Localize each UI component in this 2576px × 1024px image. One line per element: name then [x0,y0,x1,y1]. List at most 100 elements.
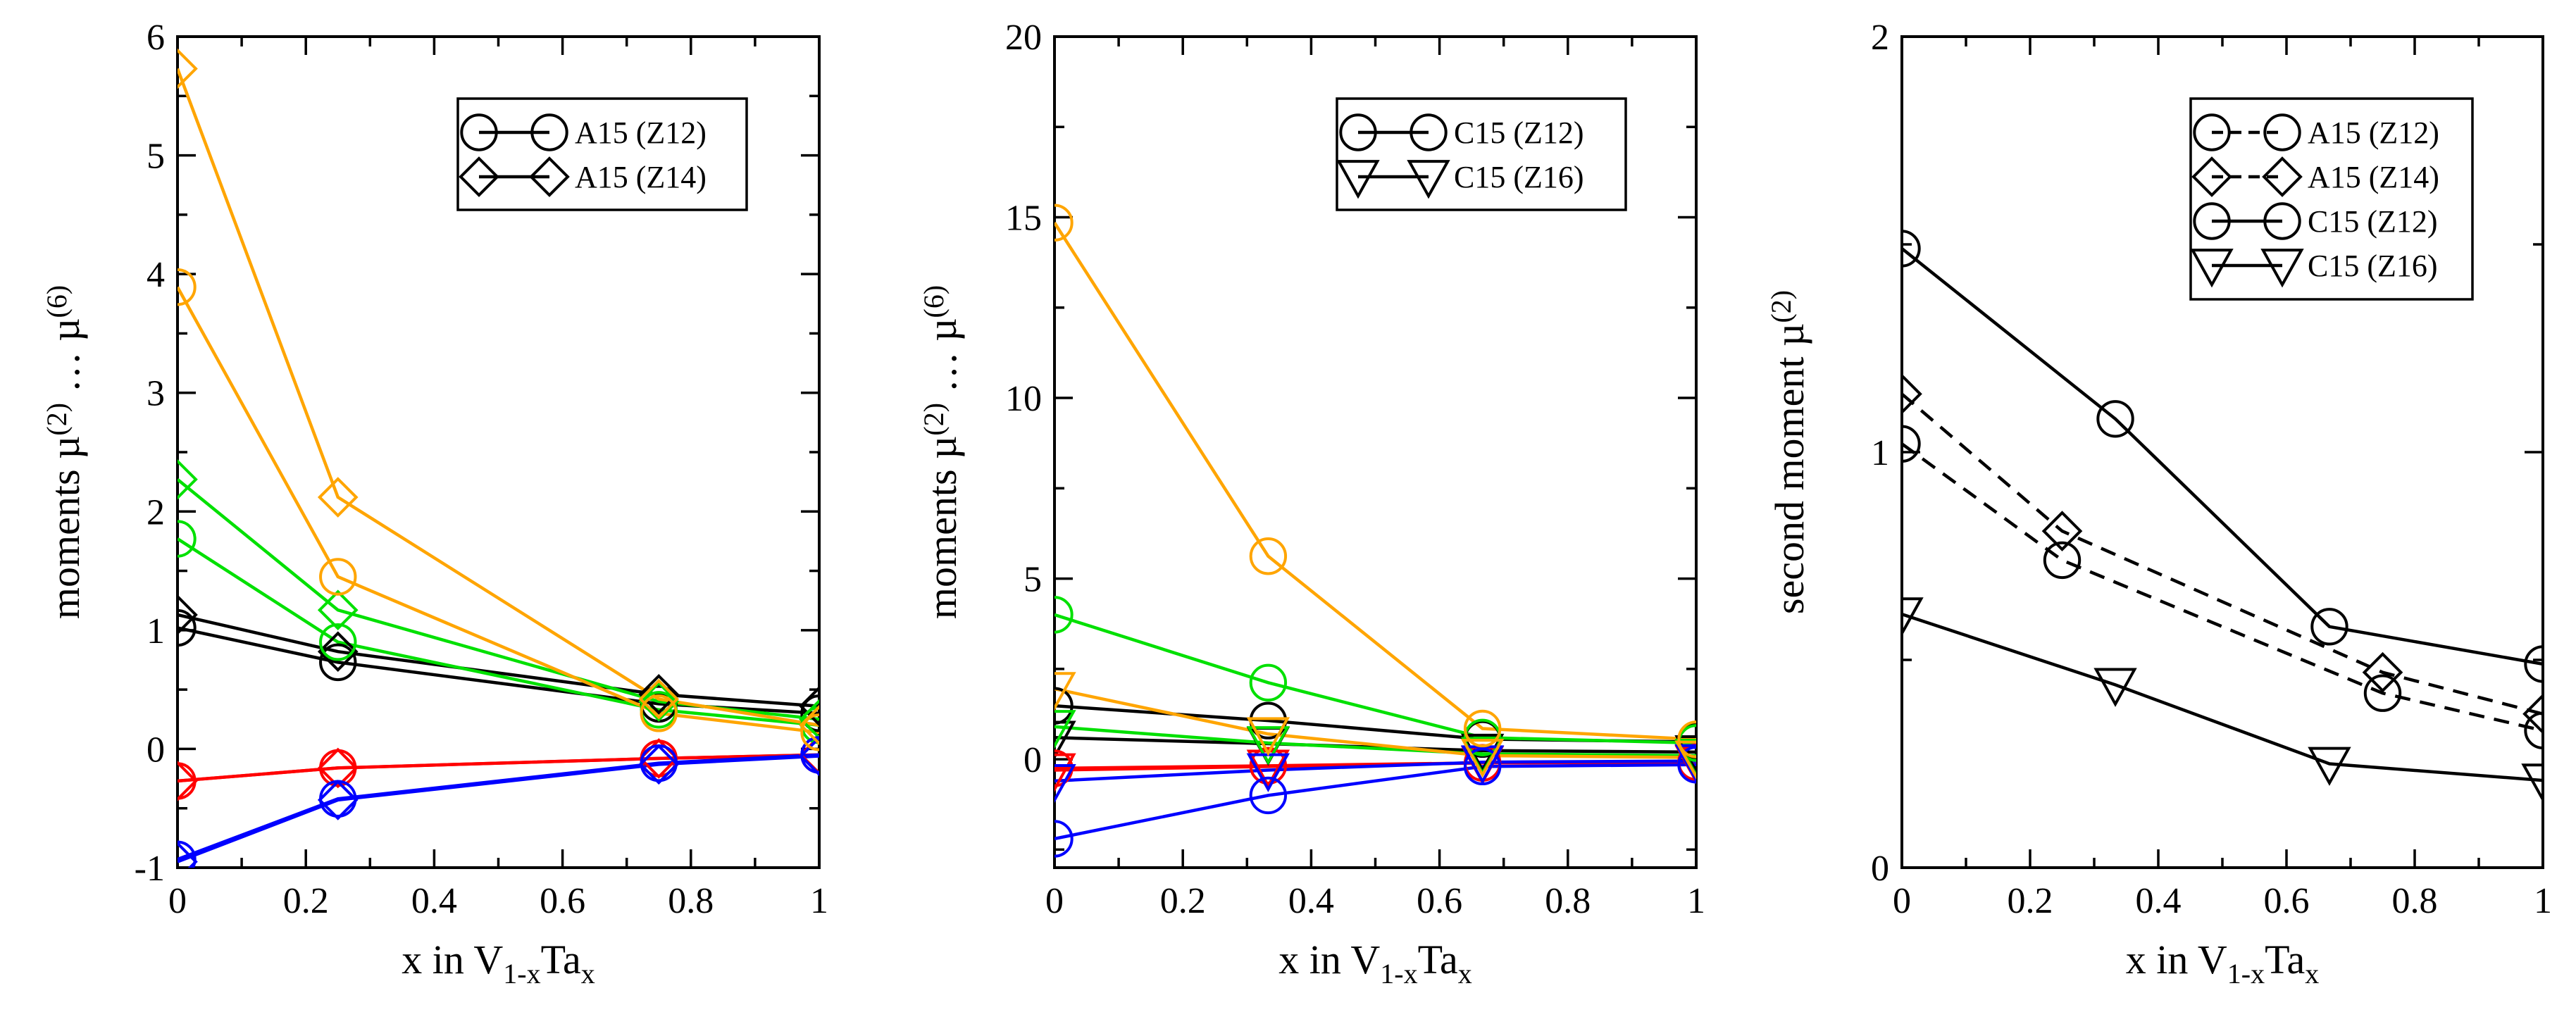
data-point [799,704,819,746]
data-point [178,48,198,89]
series-line [178,537,819,727]
data-point [1246,726,1290,766]
data-point [1463,709,1502,748]
data-point [2041,511,2083,551]
legend-marker [529,156,570,197]
data-point [317,631,359,673]
x-tick-label: 0.6 [2264,881,2310,921]
series-line [178,753,819,861]
data-point [178,520,197,558]
data-point [1902,230,1921,268]
x-tick-label: 0.8 [668,881,714,921]
series-line [178,626,819,716]
y-axis-label: moments µ(2) … µ(6) [41,285,88,619]
series-line [1054,687,1696,759]
data-point [317,780,359,820]
legend-marker [1407,160,1450,199]
data-point [1249,776,1288,815]
legend-marker [460,113,498,151]
series-line [178,286,819,735]
x-axis: 0 0.2 0.4 0.6 0.8 1 [1045,37,1705,921]
series-line [1902,612,2543,782]
x-tick-label: 1 [810,881,828,921]
x-tick-label: 0.2 [283,881,329,921]
data-point [799,685,819,727]
y-tick-label: 6 [147,18,165,58]
x-axis-label: x in V1-xTax [1278,937,1471,989]
x-tick-label: 0.2 [1160,881,1206,921]
data-point [1054,753,1076,792]
y-tick-label: 5 [147,137,165,177]
data-point [1246,717,1290,756]
data-point [1249,663,1288,702]
data-point [1674,740,1696,780]
legend: A15 (Z12) A15 (Z14) C15 (Z12) C15 (Z16) [2189,97,2474,301]
legend-label: A15 (Z12) [575,115,707,150]
legend-label: A15 (Z14) [2308,160,2439,194]
data-point [1902,597,1924,637]
data-point [1054,720,1076,760]
data-point [317,477,359,518]
data-point [638,674,680,715]
data-point [1054,710,1076,749]
y-tick-label: 2 [1871,18,1889,58]
data-point [2362,651,2403,693]
x-tick-label: 0.8 [2392,881,2438,921]
data-point [319,623,357,661]
x-tick-label: 0 [1045,881,1064,921]
legend-label: C15 (Z12) [1454,115,1584,150]
legend-marker [459,156,499,197]
y-tick-label: -1 [135,849,165,889]
data-point [2363,674,2402,712]
data-point [178,841,198,868]
data-point [178,608,197,647]
data-point [1677,746,1696,784]
series-group [1054,204,1696,858]
x-tick-label: 0.2 [2008,881,2053,921]
series-line [1054,759,1696,783]
legend-label: C15 (Z16) [2308,249,2438,283]
data-point [799,699,819,740]
x-tick-label: 1 [2534,881,2552,921]
series-group [178,48,819,868]
legend-marker [2262,156,2303,197]
data-point [2308,747,2351,786]
series-line [1054,613,1696,745]
data-point [638,744,680,785]
y-tick-label: 2 [147,492,165,532]
y-tick-label: 0 [1871,849,1889,889]
x-axis: 0 0.2 0.4 0.6 0.8 1 [168,37,828,921]
y-axis-label: second moment µ(2) [1765,290,1812,614]
legend: C15 (Z12) C15 (Z16) [1336,97,1627,211]
legend-marker [530,113,568,151]
legend-marker [2191,156,2232,197]
data-point [2096,400,2134,438]
data-point [1054,820,1074,858]
legend-label: A15 (Z14) [575,160,707,194]
legend-label: C15 (Z16) [1454,160,1584,194]
data-point [1054,204,1074,242]
data-point [1902,425,1921,463]
data-point [2522,693,2543,735]
legend-marker [2263,113,2301,151]
legend-marker [1336,160,1380,199]
series-line [1902,247,2543,666]
legend-box [1336,97,1627,211]
legend-box [456,97,748,211]
data-point [1902,373,1922,415]
legend-label: C15 (Z12) [2308,204,2438,239]
series-line [1054,763,1696,841]
data-point [2310,608,2348,646]
legend-marker [2190,249,2234,288]
x-axis-label: x in V1-xTax [2126,937,2319,989]
x-tick-label: 0.4 [2136,881,2182,921]
data-point [799,735,819,777]
data-point [178,594,198,635]
data-point [1460,739,1505,778]
data-point [638,678,680,720]
x-tick-label: 0.8 [1545,881,1591,921]
data-point [1054,764,1076,804]
data-point [319,558,357,596]
legend-marker [2193,113,2231,151]
